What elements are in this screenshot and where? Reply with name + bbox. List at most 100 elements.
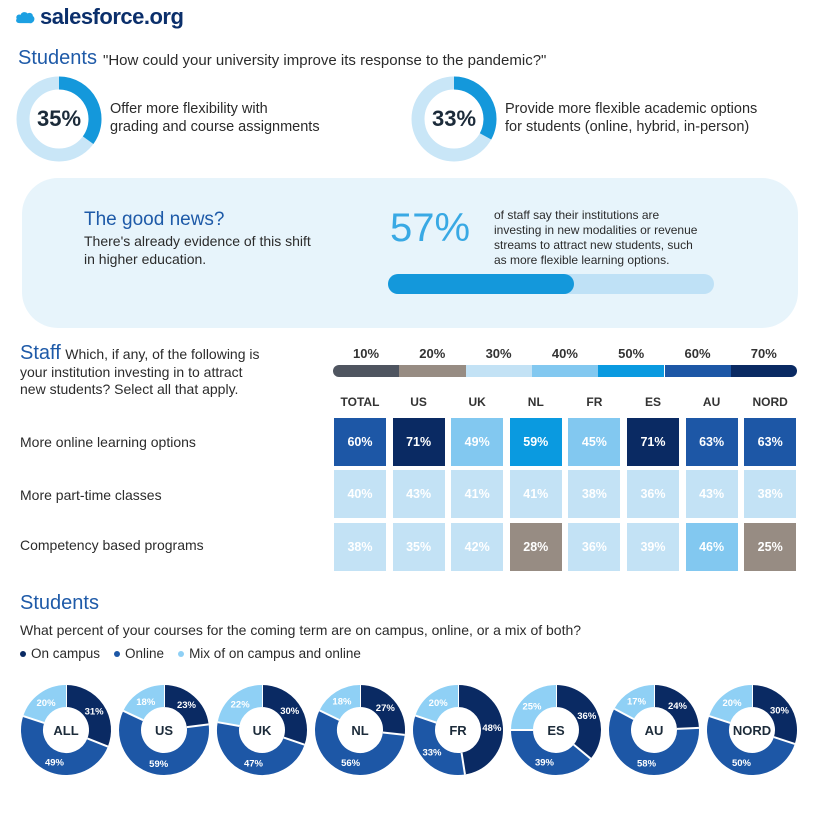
donut-au: 24% 58% 17% AU xyxy=(609,685,699,775)
legend-dot-mix xyxy=(178,650,185,657)
staff-question-rest: your institution investing in to attract… xyxy=(20,364,243,398)
progress-bar-fill xyxy=(388,274,574,294)
column-header-es: ES xyxy=(644,395,661,409)
donut-separator xyxy=(415,714,437,724)
donut-segment xyxy=(217,722,305,775)
good-news-panel xyxy=(22,178,798,328)
donut-segment xyxy=(457,685,503,775)
donut-center-label: FR xyxy=(449,723,467,738)
donut-uk: 30% 47% 22% UK xyxy=(217,685,307,775)
donut-segment xyxy=(511,685,557,731)
donut-segment xyxy=(415,685,459,724)
heatmap-cell: 71% xyxy=(627,418,679,466)
donut-value-label: 58% xyxy=(637,759,657,770)
donut-segment xyxy=(614,685,655,720)
legend-mix: Mix of on campus and online xyxy=(189,646,361,661)
donut-value-label: 27% xyxy=(376,703,396,714)
donut-value-label: 56% xyxy=(341,758,361,769)
good-news-sub-line: in higher education. xyxy=(84,251,207,267)
row-label: Competency based programs xyxy=(20,537,204,553)
donut-value-label: 50% xyxy=(732,758,752,769)
legend-swatch-20 xyxy=(399,365,466,377)
good-news-description: of staff say their institutions are inve… xyxy=(494,208,697,268)
heatmap-cell: 45% xyxy=(568,418,621,466)
donut-separator xyxy=(573,743,592,760)
donut-legend: On campus Online Mix of on campus and on… xyxy=(20,646,361,661)
donut-nord: 30% 50% 20% NORD xyxy=(707,685,797,775)
good-news-sub-line: There's already evidence of this shift xyxy=(84,233,311,249)
staff-question-line: your institution investing in to attract xyxy=(20,364,243,380)
donut-es: 36% 39% 25% ES xyxy=(511,685,601,775)
legend-label-30: 30% xyxy=(485,346,512,361)
donut-value-label: 18% xyxy=(332,697,352,708)
donut-separator xyxy=(319,709,340,721)
row-label: More part-time classes xyxy=(20,487,162,503)
heatmap-cell: 38% xyxy=(334,523,386,571)
donut-value-label: 31% xyxy=(85,706,105,717)
donut-separator xyxy=(22,715,45,724)
ring-text-line: for students (online, hybrid, in-person) xyxy=(505,119,750,135)
donut-center-label: UK xyxy=(253,723,272,738)
heatmap-cell: 43% xyxy=(685,470,738,518)
donut-separator xyxy=(87,737,109,748)
column-header-au: AU xyxy=(702,395,721,409)
legend-swatch-30 xyxy=(465,365,532,377)
donut-segment xyxy=(261,685,307,745)
ring-pct-academic-options: 33% xyxy=(431,106,477,131)
good-news-desc-line: of staff say their institutions are xyxy=(494,208,660,222)
donut-separator xyxy=(122,709,144,722)
donut-segment xyxy=(609,708,699,775)
ring-pct-flexibility: 35% xyxy=(36,106,82,131)
donut-all: 31% 49% 20% ALL xyxy=(21,685,111,775)
heatmap-cell: 36% xyxy=(627,470,679,518)
heatmap-cell: 59% xyxy=(509,418,562,466)
donut-center-label: NL xyxy=(351,723,368,738)
ring-text-line: Offer more flexibility with xyxy=(110,101,268,117)
donut-center-label: ALL xyxy=(53,723,78,738)
donut-segment xyxy=(359,685,405,735)
heatmap-cell: 36% xyxy=(568,523,621,571)
heatmap-cell: 25% xyxy=(744,523,797,571)
brand-name: salesforce.org xyxy=(40,4,184,29)
heatmap-cell: 49% xyxy=(451,418,504,466)
donut-segment xyxy=(123,685,165,721)
heatmap-cell: 41% xyxy=(509,470,562,518)
donut-separator xyxy=(382,731,405,736)
legend-label-60: 60% xyxy=(684,346,711,361)
donut-center-label: AU xyxy=(645,723,664,738)
donut-value-label: 48% xyxy=(482,723,502,734)
donut-separator xyxy=(186,723,209,729)
ring-value-arc xyxy=(453,76,497,140)
heatmap-cell: 63% xyxy=(685,418,738,466)
donut-value-label: 23% xyxy=(177,700,197,711)
donut-separator xyxy=(613,707,635,721)
donut-segment xyxy=(23,685,67,724)
heatmap-cell: 43% xyxy=(392,470,445,518)
donut-segment xyxy=(751,685,797,744)
ring-text-line: grading and course assignments xyxy=(110,119,320,135)
good-news-desc-line: streams to attract new students, such xyxy=(494,238,693,252)
progress-bar-track xyxy=(388,274,714,294)
ring-chart-academic-options xyxy=(411,76,497,162)
students-donuts-title: Students xyxy=(20,592,99,614)
donut-nl: 27% 56% 18% NL xyxy=(315,685,405,775)
legend-swatch-50 xyxy=(598,365,665,377)
good-news-stat: 57% xyxy=(390,206,471,250)
column-header-uk: UK xyxy=(468,395,486,409)
donut-center-label: US xyxy=(155,723,173,738)
row-label: More online learning options xyxy=(20,434,196,450)
column-header-total: TOTAL xyxy=(340,395,380,409)
staff-heading: Staff Which, if any, of the following is xyxy=(20,342,310,365)
donut-segment xyxy=(65,685,111,747)
heatmap-cell: 38% xyxy=(744,470,797,518)
legend-label-40: 40% xyxy=(551,346,578,361)
heatmap-cell: 63% xyxy=(744,418,797,466)
donut-value-label: 36% xyxy=(577,711,597,722)
donut-value-label: 49% xyxy=(45,757,65,768)
legend-swatch-70 xyxy=(730,365,798,377)
heatmap-cell: 41% xyxy=(451,470,504,518)
good-news-desc-line: as more flexible learning options. xyxy=(494,253,670,267)
heatmap-cell: 46% xyxy=(685,523,738,571)
donut-separator xyxy=(283,736,305,746)
ring-value-arc xyxy=(58,76,102,144)
